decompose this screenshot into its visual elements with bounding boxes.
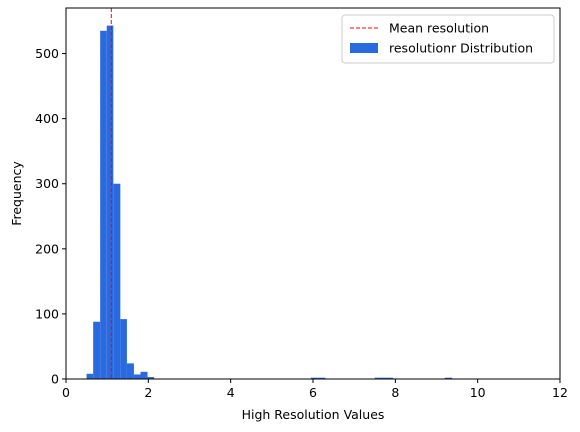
legend-series-label: resolutionr Distribution	[389, 41, 533, 56]
x-tick-label: 4	[227, 385, 235, 400]
y-tick-label: 300	[35, 176, 59, 191]
legend-bar-swatch	[350, 43, 378, 53]
y-axis-label: Frequency	[9, 161, 24, 226]
histogram-bar	[141, 372, 148, 379]
legend: Mean resolution resolutionr Distribution	[342, 15, 554, 63]
histogram-bar	[134, 374, 141, 379]
y-tick-label: 500	[35, 46, 59, 61]
histogram-bar	[100, 31, 107, 379]
x-tick-label: 8	[391, 385, 399, 400]
x-tick-label: 2	[144, 385, 152, 400]
x-axis-label: High Resolution Values	[242, 407, 385, 422]
x-tick-label: 10	[470, 385, 486, 400]
histogram-bar	[127, 363, 134, 379]
histogram-bar	[87, 374, 94, 379]
histogram-bars	[87, 26, 453, 379]
legend-mean-label: Mean resolution	[389, 21, 489, 36]
x-tick-label: 12	[552, 385, 568, 400]
histogram-bar	[107, 26, 114, 379]
x-tick-label: 6	[309, 385, 317, 400]
y-tick-label: 0	[51, 372, 59, 387]
y-tick-label: 100	[35, 306, 59, 321]
x-axis-ticks: 0 2 4 6 8 10 12	[62, 379, 568, 400]
y-tick-label: 400	[35, 111, 59, 126]
histogram-bar	[93, 322, 100, 379]
x-tick-label: 0	[62, 385, 70, 400]
histogram-bar	[113, 184, 120, 379]
y-tick-label: 200	[35, 241, 59, 256]
y-axis-ticks: 0 100 200 300 400 500	[35, 46, 66, 386]
histogram-bar	[120, 319, 127, 379]
plot-frame	[66, 8, 560, 379]
